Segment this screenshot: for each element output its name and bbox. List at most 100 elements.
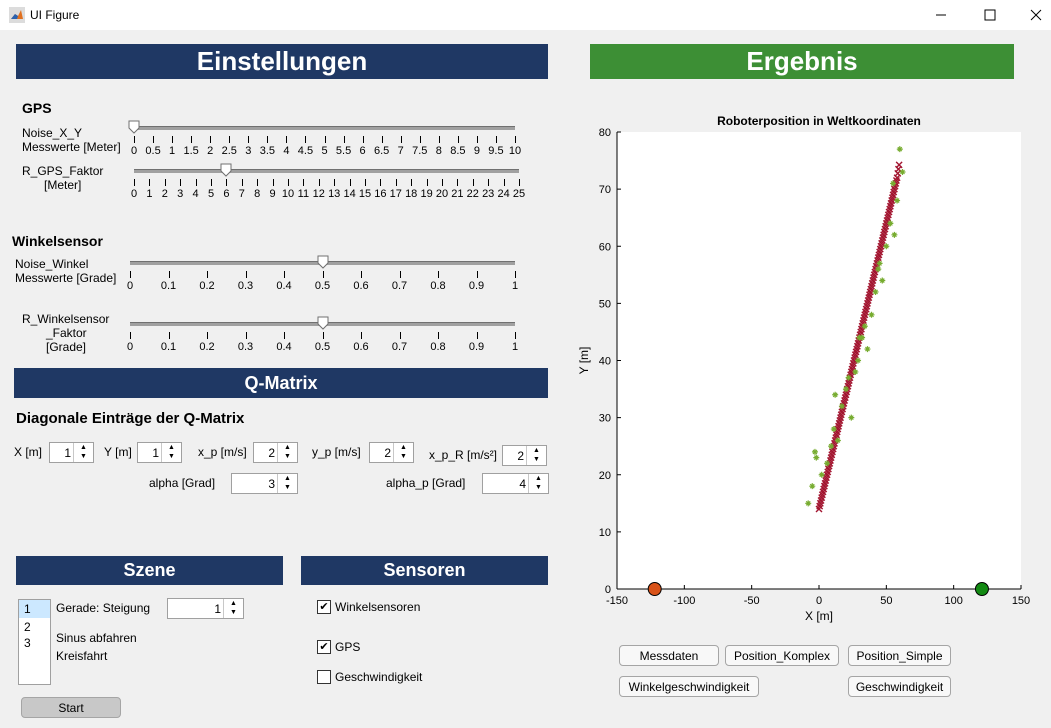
end-marker	[974, 582, 989, 596]
slider-tick	[438, 332, 439, 339]
slider-tick-label: 4	[192, 188, 199, 200]
slider-thumb[interactable]	[128, 120, 140, 134]
gps-checkbox[interactable]: ✔	[317, 640, 331, 654]
slider-tick	[488, 179, 490, 186]
q-xpr-spinner[interactable]: 2 ▲ ▼	[502, 445, 547, 466]
spinner-down-icon[interactable]: ▼	[535, 484, 542, 491]
spinner-up-icon[interactable]: ▲	[230, 600, 237, 607]
slider-tick-label: 15	[358, 188, 372, 200]
spinner-down-icon[interactable]: ▼	[230, 609, 237, 616]
gps-noise-slider[interactable]: 0 0.5 1 1.5 2 2.5 3 3.5 4 4.5 5 5.5 6 6.5 7 7.5 8 8.5 9 9.5…	[128, 120, 521, 162]
scene-listbox[interactable]: 1 2 3	[18, 599, 51, 685]
settings-banner: Einstellungen	[16, 44, 548, 79]
slider-tick	[134, 179, 135, 186]
maximize-button[interactable]	[967, 0, 1013, 30]
slider-tick-label: 20	[435, 188, 449, 200]
slider-tick	[472, 179, 474, 186]
slider-tick	[476, 332, 478, 339]
slider-thumb[interactable]	[220, 163, 232, 177]
gps-point	[842, 386, 849, 393]
x-tick-label: 0	[816, 595, 822, 607]
gps-point	[838, 403, 845, 410]
scene-list-item-1[interactable]: 1	[19, 600, 50, 618]
slider-tick-label: 0.8	[430, 280, 446, 292]
slope-spinner[interactable]: 1 ▲ ▼	[167, 598, 244, 619]
spinner-down-icon[interactable]: ▼	[80, 453, 87, 460]
slider-tick-label: 0.5	[314, 341, 331, 353]
spinner-up-icon[interactable]: ▲	[168, 444, 175, 451]
q-alpha-spinner[interactable]: 3 ▲ ▼	[231, 473, 298, 494]
angle-sensors-checkbox[interactable]: ✔	[317, 600, 331, 614]
slider-tick	[322, 271, 324, 278]
slider-tick	[207, 332, 208, 339]
slider-tick	[476, 136, 478, 143]
estimate-point	[895, 161, 903, 169]
measurements-button[interactable]: Messdaten	[619, 645, 719, 666]
position-complex-button[interactable]: Position_Komplex	[725, 645, 839, 666]
slider-tick	[168, 271, 170, 278]
slider-tick-label: 4.5	[297, 145, 314, 157]
spinner-up-icon[interactable]: ▲	[533, 447, 540, 454]
result-banner: Ergebnis	[590, 44, 1014, 79]
slider-tick	[207, 271, 208, 278]
position-simple-button[interactable]: Position_Simple	[848, 645, 951, 666]
angle-noise-slider[interactable]: 0 0.1 0.2 0.3 0.4 0.5 0.6 0.7 0.8 0.9 1	[127, 255, 518, 297]
speed-checkbox[interactable]	[317, 670, 331, 684]
y-tick-label: 40	[599, 356, 611, 368]
slider-tick-label: 0.3	[237, 280, 254, 292]
spinner-down-icon[interactable]: ▼	[284, 484, 291, 491]
minimize-button[interactable]	[918, 0, 964, 30]
qmatrix-subtitle: Diagonale Einträge der Q-Matrix	[16, 410, 245, 427]
scene-circle-label: Kreisfahrt	[56, 649, 108, 663]
slider-track[interactable]	[134, 126, 515, 130]
spinner-down-icon[interactable]: ▼	[284, 453, 291, 460]
spinner-down-icon[interactable]: ▼	[533, 456, 540, 463]
spinner-up-icon[interactable]: ▲	[284, 475, 291, 482]
gps-point	[876, 260, 883, 267]
slider-thumb[interactable]	[317, 316, 329, 330]
angular-speed-button[interactable]: Winkelgeschwindigkeit	[619, 676, 759, 697]
spinner-down-icon[interactable]: ▼	[168, 453, 175, 460]
start-button[interactable]: Start	[21, 697, 121, 718]
q-xp-spinner[interactable]: 2 ▲ ▼	[253, 442, 298, 463]
slider-tick	[211, 179, 212, 186]
gps-r-label-unit: [Meter]	[44, 178, 82, 192]
spinner-up-icon[interactable]: ▲	[400, 444, 407, 451]
gps-point	[828, 443, 835, 450]
scene-list-item-2[interactable]: 2	[24, 620, 31, 634]
gps-point	[899, 168, 906, 175]
slider-tick-label: 0.5	[314, 280, 331, 292]
slider-tick-label: 6	[359, 145, 366, 157]
gps-r-slider[interactable]: 0 1 2 3 4 5 6 7 8 9 10 11 12 13 14 15 16 17 18 19 20 21 22 23 24…	[131, 163, 525, 205]
scene-list-item-3[interactable]: 3	[24, 636, 31, 650]
slider-tick-label: 5	[207, 188, 215, 200]
gps-point	[896, 146, 903, 153]
slider-tick	[400, 136, 402, 143]
q-y-spinner[interactable]: 1 ▲ ▼	[137, 442, 182, 463]
gps-point	[890, 180, 897, 187]
slider-tick	[130, 271, 131, 278]
angle-r-slider[interactable]: 0 0.1 0.2 0.3 0.4 0.5 0.6 0.7 0.8 0.9 1	[127, 316, 518, 358]
gps-point	[894, 197, 901, 204]
slider-tick-label: 7	[238, 188, 245, 200]
slider-thumb[interactable]	[317, 255, 329, 269]
slider-tick-label: 1.5	[183, 145, 199, 157]
slider-tick-label: 1	[169, 145, 176, 157]
scene-line-label: Gerade: Steigung	[56, 601, 151, 615]
spinner-up-icon[interactable]: ▲	[535, 475, 542, 482]
y-axis-label: Y [m]	[577, 347, 591, 375]
slider-tick	[457, 136, 459, 143]
slider-track[interactable]	[134, 169, 519, 173]
close-button[interactable]	[1013, 0, 1051, 30]
qmatrix-banner: Q-Matrix	[14, 368, 548, 398]
speed-result-button[interactable]: Geschwindigkeit	[848, 676, 951, 697]
q-yp-spinner[interactable]: 2 ▲ ▼	[369, 442, 414, 463]
spinner-up-icon[interactable]: ▲	[80, 444, 87, 451]
gps-point	[879, 277, 886, 284]
x-tick-label: -50	[744, 595, 760, 607]
slider-tick-label: 9.5	[488, 145, 504, 157]
spinner-down-icon[interactable]: ▼	[400, 453, 407, 460]
q-x-spinner[interactable]: 1 ▲ ▼	[49, 442, 94, 463]
spinner-up-icon[interactable]: ▲	[284, 444, 291, 451]
q-alphap-spinner[interactable]: 4 ▲ ▼	[482, 473, 549, 494]
